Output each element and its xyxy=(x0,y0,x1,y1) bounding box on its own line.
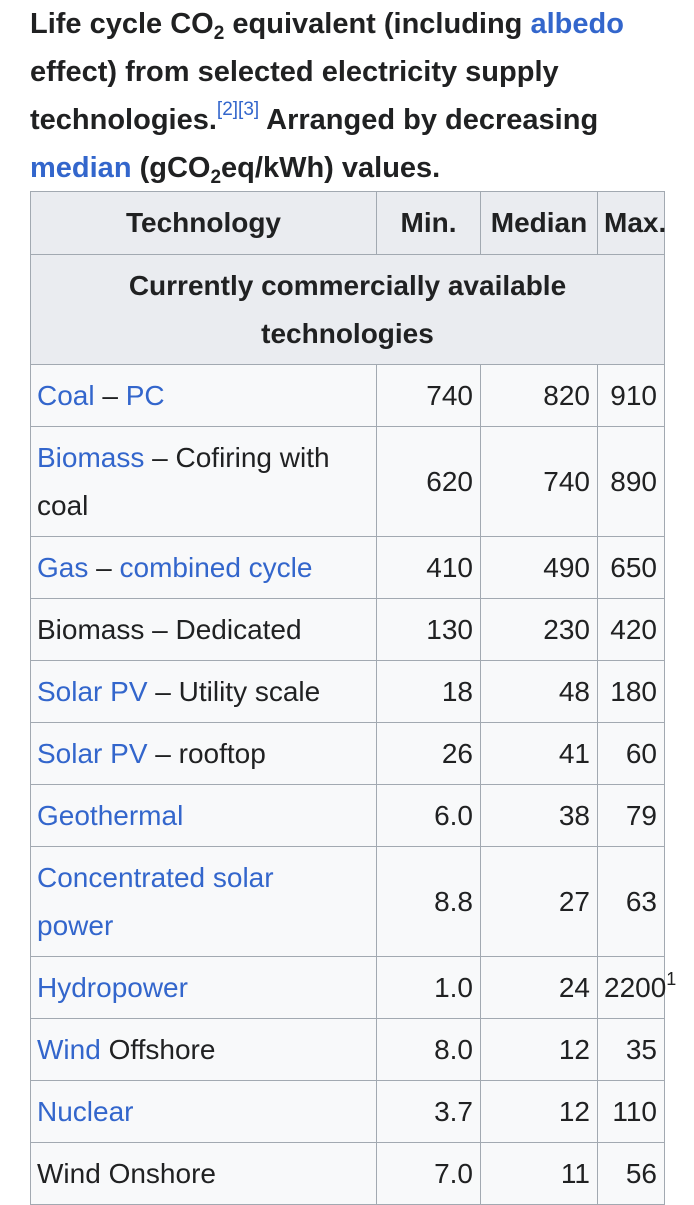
table-row: Nuclear 3.7 12 110 xyxy=(30,1080,665,1143)
max-value: 650 xyxy=(597,536,665,599)
median-link[interactable]: median xyxy=(30,152,132,184)
median-value: 12 xyxy=(480,1018,598,1081)
header-min[interactable]: Min. xyxy=(376,191,481,255)
max-value: 890 xyxy=(597,426,665,537)
technology-sublink[interactable]: combined cycle xyxy=(119,551,313,583)
median-value: 12 xyxy=(480,1080,598,1143)
min-value: 8.8 xyxy=(376,846,481,957)
max-value: 56 xyxy=(597,1142,665,1205)
table-row: Biomass – Cofiring with coal 620 740 890 xyxy=(30,426,665,537)
technology-text: – Utility scale xyxy=(147,675,321,707)
technology-cell: Gas – combined cycle xyxy=(30,536,377,599)
median-value: 11 xyxy=(480,1142,598,1205)
technology-sublink[interactable]: PC xyxy=(125,379,165,411)
technology-cell: Solar PV – Utility scale xyxy=(30,660,377,723)
min-value: 6.0 xyxy=(376,784,481,847)
max-value: 420 xyxy=(597,598,665,661)
median-value: 230 xyxy=(480,598,598,661)
technology-link[interactable]: Biomass xyxy=(37,441,145,473)
max-value: 22001 xyxy=(597,956,676,1019)
technology-link[interactable]: Concentrated solar power xyxy=(37,861,274,941)
max-value: 63 xyxy=(597,846,665,957)
table-row: Concentrated solar power 8.8 27 63 xyxy=(30,846,665,957)
min-value: 1.0 xyxy=(376,956,481,1019)
median-value: 27 xyxy=(480,846,598,957)
table-row: Hydropower 1.0 24 22001 xyxy=(30,956,676,1019)
technology-cell: Hydropower xyxy=(30,956,377,1019)
median-value: 48 xyxy=(480,660,598,723)
min-value: 3.7 xyxy=(376,1080,481,1143)
technology-cell: Coal – PC xyxy=(30,364,377,427)
median-value: 38 xyxy=(480,784,598,847)
citation-2-link[interactable]: [2] xyxy=(216,99,239,120)
max-value: 910 xyxy=(597,364,665,427)
technology-cell: Solar PV – rooftop xyxy=(30,722,377,785)
technology-cell: Wind Offshore xyxy=(30,1018,377,1081)
technology-link[interactable]: Hydropower xyxy=(37,971,188,1003)
max-value: 180 xyxy=(597,660,665,723)
max-value: 110 xyxy=(597,1080,665,1143)
section-title: Currently commercially available technol… xyxy=(30,254,665,365)
technology-link[interactable]: Coal xyxy=(37,379,95,411)
median-value: 740 xyxy=(480,426,598,537)
technology-text: – xyxy=(94,379,126,411)
median-value: 490 xyxy=(480,536,598,599)
technology-link[interactable]: Wind xyxy=(37,1033,101,1065)
min-value: 410 xyxy=(376,536,481,599)
header-row: Technology Min. Median Max. xyxy=(30,191,666,255)
technology-cell: Biomass – Dedicated xyxy=(30,598,377,661)
technology-cell: Nuclear xyxy=(30,1080,377,1143)
technology-text: – xyxy=(88,551,120,583)
technology-link[interactable]: Nuclear xyxy=(37,1095,134,1127)
min-value: 620 xyxy=(376,426,481,537)
table-row: Wind Onshore 7.0 11 56 xyxy=(30,1142,665,1205)
technology-text: Biomass – Dedicated xyxy=(37,613,302,645)
table-row: Wind Offshore 8.0 12 35 xyxy=(30,1018,665,1081)
table-caption: Life cycle CO2 equivalent (including alb… xyxy=(30,8,624,188)
min-value: 26 xyxy=(376,722,481,785)
min-value: 7.0 xyxy=(376,1142,481,1205)
technology-cell: Biomass – Cofiring with coal xyxy=(30,426,377,537)
table-row: Coal – PC 740 820 910 xyxy=(30,364,665,427)
technology-link[interactable]: Geothermal xyxy=(37,799,184,831)
technology-cell: Concentrated solar power xyxy=(30,846,377,957)
min-value: 740 xyxy=(376,364,481,427)
max-value: 60 xyxy=(597,722,665,785)
median-value: 820 xyxy=(480,364,598,427)
section-row: Currently commercially available technol… xyxy=(30,254,665,365)
technology-text: – Cofiring with coal xyxy=(37,441,330,521)
technology-cell: Geothermal xyxy=(30,784,377,847)
table-row: Solar PV – Utility scale 18 48 180 xyxy=(30,660,665,723)
max-value: 79 xyxy=(597,784,665,847)
header-technology[interactable]: Technology xyxy=(30,191,377,255)
header-max[interactable]: Max. xyxy=(597,191,666,255)
footnote-marker: 1 xyxy=(666,968,677,989)
technology-link[interactable]: Gas xyxy=(37,551,89,583)
median-value: 24 xyxy=(480,956,598,1019)
technology-link[interactable]: Solar PV xyxy=(37,675,148,707)
technology-link[interactable]: Solar PV xyxy=(37,737,148,769)
header-median[interactable]: Median xyxy=(480,191,598,255)
table-row: Biomass – Dedicated 130 230 420 xyxy=(30,598,665,661)
citation-3-link[interactable]: [3] xyxy=(238,99,260,120)
albedo-link[interactable]: albedo xyxy=(530,8,624,40)
technology-text: – rooftop xyxy=(147,737,266,769)
technology-text: Offshore xyxy=(100,1033,216,1065)
min-value: 8.0 xyxy=(376,1018,481,1081)
technology-text: Wind Onshore xyxy=(37,1157,216,1189)
table-row: Solar PV – rooftop 26 41 60 xyxy=(30,722,665,785)
min-value: 130 xyxy=(376,598,481,661)
max-value: 35 xyxy=(597,1018,665,1081)
technology-cell: Wind Onshore xyxy=(30,1142,377,1205)
min-value: 18 xyxy=(376,660,481,723)
table-row: Geothermal 6.0 38 79 xyxy=(30,784,665,847)
table-row: Gas – combined cycle 410 490 650 xyxy=(30,536,665,599)
median-value: 41 xyxy=(480,722,598,785)
emissions-table: Technology Min. Median Max. Currently co… xyxy=(30,191,676,1205)
